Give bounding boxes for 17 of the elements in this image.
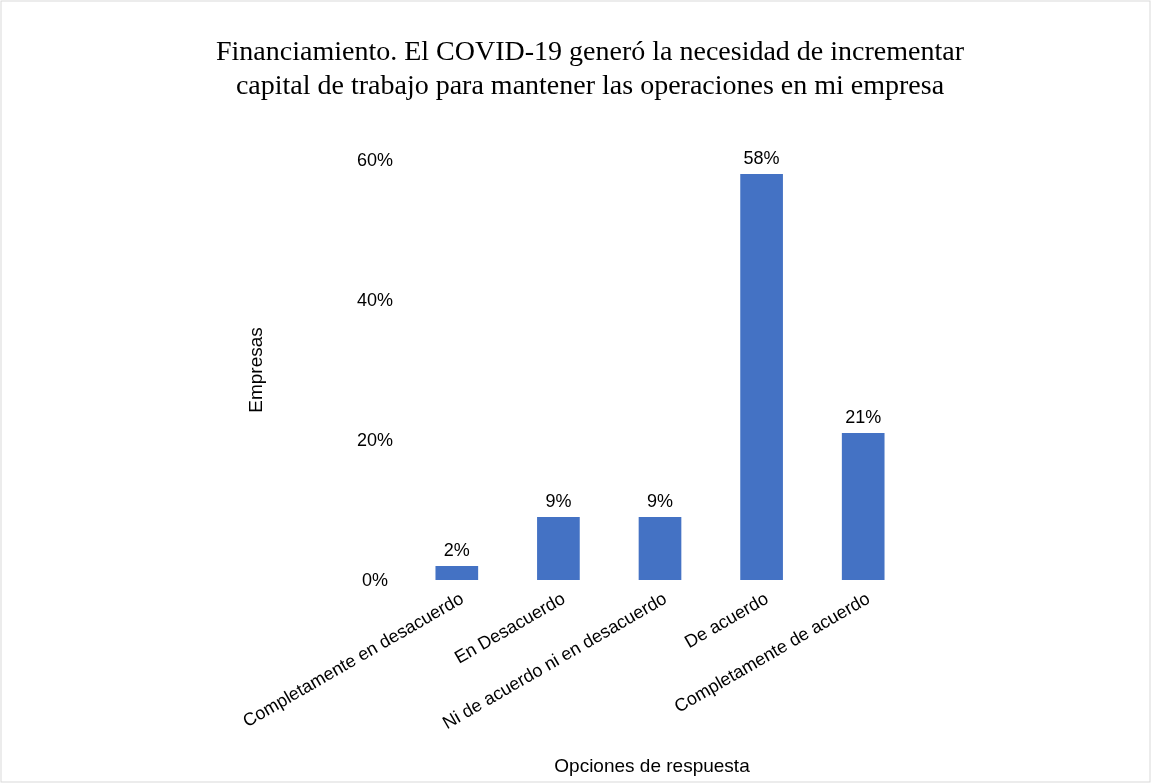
bar — [740, 174, 783, 580]
y-tick-label: 60% — [356, 150, 394, 170]
y-tick-label: 0% — [361, 570, 389, 590]
x-axis-title: Opciones de respuesta — [554, 755, 751, 776]
data-label: 2% — [443, 540, 470, 560]
y-tick-label: 40% — [356, 290, 394, 310]
bar — [638, 517, 682, 580]
bar — [537, 517, 580, 580]
bar — [841, 433, 885, 580]
data-label: 9% — [646, 491, 674, 511]
data-label: 58% — [743, 148, 780, 168]
data-label: 21% — [845, 407, 882, 427]
data-label: 9% — [545, 491, 572, 511]
chart-title: Financiamiento. El COVID-19 generó la necesidad de incrementar capital de trabajo para mantener las operaciones en mi empresa — [216, 35, 965, 100]
bar — [435, 566, 479, 580]
y-axis-title: Empresas — [245, 327, 266, 413]
y-tick-label: 20% — [356, 430, 394, 450]
